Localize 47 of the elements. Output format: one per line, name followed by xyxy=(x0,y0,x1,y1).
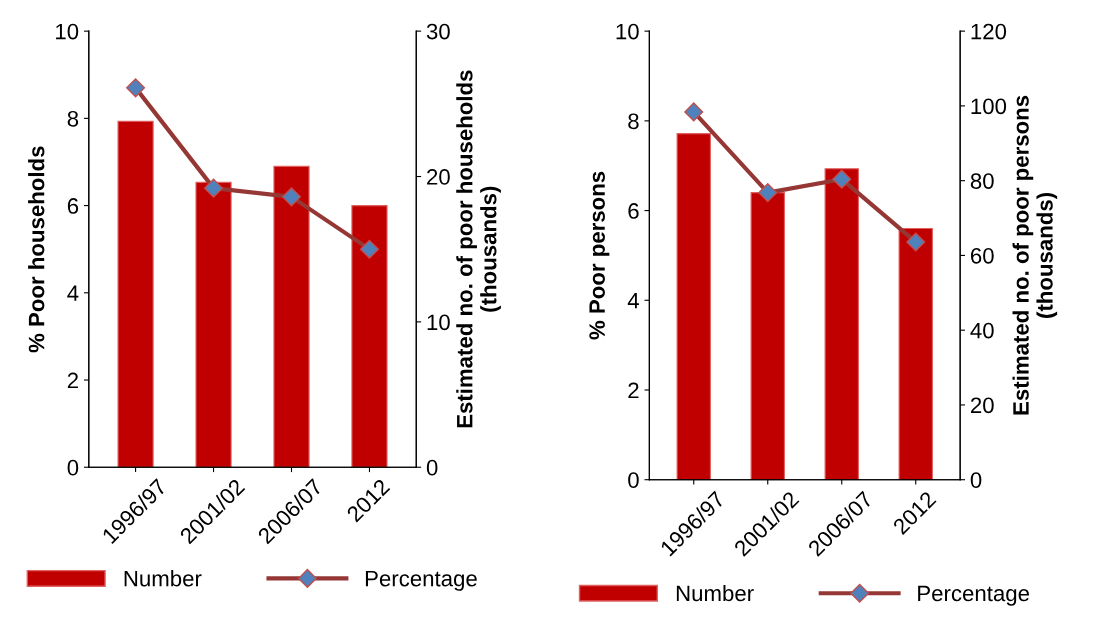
bar xyxy=(750,192,785,480)
y-tick-label: 4 xyxy=(627,293,639,309)
bar xyxy=(898,227,933,480)
y2-tick-label: 10 xyxy=(427,314,450,331)
point xyxy=(906,232,926,252)
y-tick-label: 8 xyxy=(67,110,79,127)
y2-tick-label: 100 xyxy=(971,98,1007,115)
y2-tick-label: 30 xyxy=(426,23,450,40)
bar xyxy=(351,205,388,468)
y-tick-label: 2 xyxy=(628,382,639,399)
y-tick-label: 10 xyxy=(616,23,639,40)
y-tick-label: 6 xyxy=(67,198,79,214)
bar xyxy=(195,181,232,468)
y2-tick-label: 60 xyxy=(971,247,994,264)
point xyxy=(281,187,302,207)
y2-tick-label: 20 xyxy=(427,169,450,185)
y2-tick-label: 40 xyxy=(970,322,994,339)
y-tick-label: 6 xyxy=(628,203,639,219)
point xyxy=(359,239,380,259)
y-tick-label: 0 xyxy=(628,472,639,488)
legend-label: Number xyxy=(676,584,754,602)
bar xyxy=(824,168,859,480)
bar xyxy=(117,120,154,468)
y-axis-title: % Poor persons xyxy=(589,171,610,340)
y-tick-label: 2 xyxy=(67,372,78,389)
y2-axis-title: Estimated no. of poor households (thousands) xyxy=(456,70,501,428)
y-axis-title: % Poor households xyxy=(28,146,45,353)
y2-tick-label: 120 xyxy=(971,23,1007,40)
y2-tick-label: 80 xyxy=(970,173,994,189)
point xyxy=(758,183,778,203)
point xyxy=(126,78,146,98)
point xyxy=(832,169,852,189)
legend-label: Percentage xyxy=(365,570,477,591)
y2-tick-label: 0 xyxy=(426,459,438,476)
point xyxy=(204,178,224,198)
y-tick-label: 10 xyxy=(56,23,79,40)
legend-label: Number xyxy=(124,570,202,587)
y-tick-label: 8 xyxy=(628,113,639,130)
y2-tick-label: 0 xyxy=(970,472,982,488)
y-tick-label: 0 xyxy=(67,459,79,476)
bar xyxy=(676,133,711,480)
y2-axis-title: Estimated no. of poor persons (thousands) xyxy=(1012,95,1058,415)
legend-label: Percentage xyxy=(918,585,1029,606)
y2-tick-label: 20 xyxy=(970,397,994,414)
y-tick-label: 4 xyxy=(67,285,79,301)
point xyxy=(684,102,704,122)
bar xyxy=(273,165,310,468)
